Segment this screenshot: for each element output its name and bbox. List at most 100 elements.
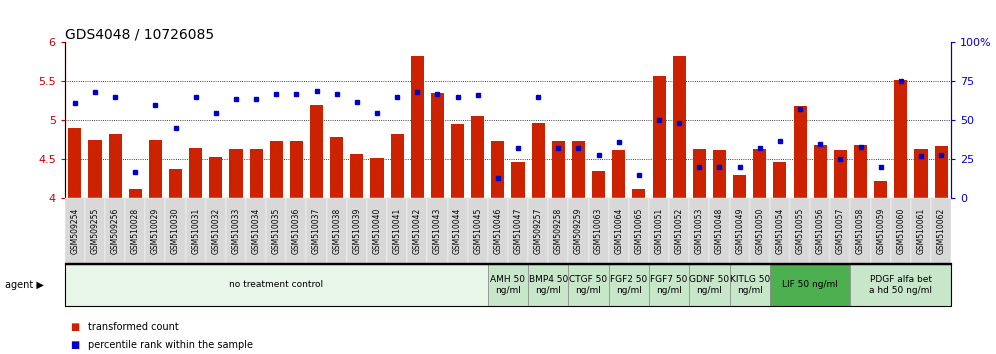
Text: GSM510051: GSM510051: [654, 208, 663, 254]
Bar: [532, 123, 545, 198]
Bar: [794, 106, 807, 198]
Text: GSM510059: GSM510059: [876, 208, 885, 254]
Bar: [613, 150, 625, 198]
Text: LIF 50 ng/ml: LIF 50 ng/ml: [782, 280, 838, 290]
Bar: [169, 169, 182, 198]
Text: GDS4048 / 10726085: GDS4048 / 10726085: [65, 27, 214, 41]
Bar: [471, 116, 484, 198]
Text: GSM510029: GSM510029: [151, 208, 160, 254]
Text: GSM510047: GSM510047: [514, 208, 523, 254]
Text: GSM510043: GSM510043: [433, 208, 442, 254]
Text: GSM510036: GSM510036: [292, 208, 301, 254]
Bar: [753, 149, 766, 198]
Text: ■: ■: [70, 322, 79, 332]
Text: GSM509255: GSM509255: [91, 208, 100, 254]
Text: percentile rank within the sample: percentile rank within the sample: [88, 340, 253, 350]
Bar: [410, 57, 424, 198]
Text: GSM510050: GSM510050: [755, 208, 764, 254]
Text: GSM509258: GSM509258: [554, 208, 563, 254]
Bar: [672, 57, 686, 198]
Text: GSM509259: GSM509259: [574, 208, 583, 254]
Text: GSM510052: GSM510052: [674, 208, 683, 254]
Text: GSM510030: GSM510030: [171, 208, 180, 254]
Bar: [652, 76, 665, 198]
Text: GSM510062: GSM510062: [936, 208, 945, 254]
Bar: [874, 181, 887, 198]
Bar: [330, 137, 344, 198]
Bar: [431, 93, 444, 198]
Text: BMP4 50
ng/ml: BMP4 50 ng/ml: [529, 275, 568, 295]
Text: transformed count: transformed count: [88, 322, 178, 332]
Text: GSM510064: GSM510064: [615, 208, 623, 254]
Text: GSM510035: GSM510035: [272, 208, 281, 254]
Text: GSM510049: GSM510049: [735, 208, 744, 254]
Bar: [451, 124, 464, 198]
Bar: [713, 150, 726, 198]
Text: GSM510057: GSM510057: [836, 208, 845, 254]
Bar: [128, 189, 141, 198]
Bar: [189, 148, 202, 198]
Text: AMH 50
ng/ml: AMH 50 ng/ml: [490, 275, 526, 295]
Text: GSM510056: GSM510056: [816, 208, 825, 254]
Bar: [572, 141, 585, 198]
Text: GSM510038: GSM510038: [333, 208, 342, 254]
Bar: [69, 128, 82, 198]
Text: GDNF 50
ng/ml: GDNF 50 ng/ml: [689, 275, 729, 295]
Bar: [632, 189, 645, 198]
Text: FGF2 50
ng/ml: FGF2 50 ng/ml: [611, 275, 647, 295]
Bar: [552, 141, 565, 198]
Text: FGF7 50
ng/ml: FGF7 50 ng/ml: [650, 275, 688, 295]
Bar: [814, 145, 827, 198]
Text: GSM510033: GSM510033: [231, 208, 240, 254]
Text: GSM510054: GSM510054: [776, 208, 785, 254]
Text: GSM510053: GSM510053: [695, 208, 704, 254]
Bar: [733, 175, 746, 198]
Text: GSM510041: GSM510041: [392, 208, 401, 254]
Bar: [491, 141, 504, 198]
Bar: [109, 133, 122, 198]
Text: GSM510048: GSM510048: [715, 208, 724, 254]
Text: GSM510031: GSM510031: [191, 208, 200, 254]
Text: GSM510037: GSM510037: [312, 208, 321, 254]
Text: GSM509256: GSM509256: [111, 208, 120, 254]
Bar: [250, 149, 263, 198]
Bar: [934, 146, 947, 198]
Bar: [693, 149, 706, 198]
Text: GSM510034: GSM510034: [252, 208, 261, 254]
Bar: [351, 154, 364, 198]
Text: GSM510058: GSM510058: [856, 208, 865, 254]
Text: GSM510063: GSM510063: [595, 208, 604, 254]
Bar: [914, 149, 927, 198]
Bar: [371, 158, 383, 198]
Text: GSM510032: GSM510032: [211, 208, 220, 254]
Bar: [592, 171, 606, 198]
Text: GSM509257: GSM509257: [534, 208, 543, 254]
Text: agent ▶: agent ▶: [5, 280, 44, 290]
Bar: [854, 145, 868, 198]
Text: GSM509254: GSM509254: [71, 208, 80, 254]
Text: GSM510044: GSM510044: [453, 208, 462, 254]
Bar: [209, 157, 222, 198]
Text: GSM510055: GSM510055: [796, 208, 805, 254]
Text: GSM510045: GSM510045: [473, 208, 482, 254]
Text: PDGF alfa bet
a hd 50 ng/ml: PDGF alfa bet a hd 50 ng/ml: [870, 275, 932, 295]
Bar: [834, 150, 847, 198]
Bar: [512, 162, 525, 198]
Text: no treatment control: no treatment control: [229, 280, 324, 290]
Bar: [229, 149, 243, 198]
Bar: [270, 141, 283, 198]
Text: ■: ■: [70, 340, 79, 350]
Text: CTGF 50
ng/ml: CTGF 50 ng/ml: [570, 275, 608, 295]
Bar: [894, 80, 907, 198]
Bar: [773, 162, 787, 198]
Bar: [310, 105, 323, 198]
Text: GSM510046: GSM510046: [493, 208, 502, 254]
Text: GSM510042: GSM510042: [412, 208, 421, 254]
Bar: [390, 133, 403, 198]
Text: GSM510060: GSM510060: [896, 208, 905, 254]
Text: GSM510039: GSM510039: [353, 208, 362, 254]
Text: GSM510065: GSM510065: [634, 208, 643, 254]
Text: GSM510040: GSM510040: [373, 208, 381, 254]
Text: GSM510061: GSM510061: [916, 208, 925, 254]
Bar: [290, 141, 303, 198]
